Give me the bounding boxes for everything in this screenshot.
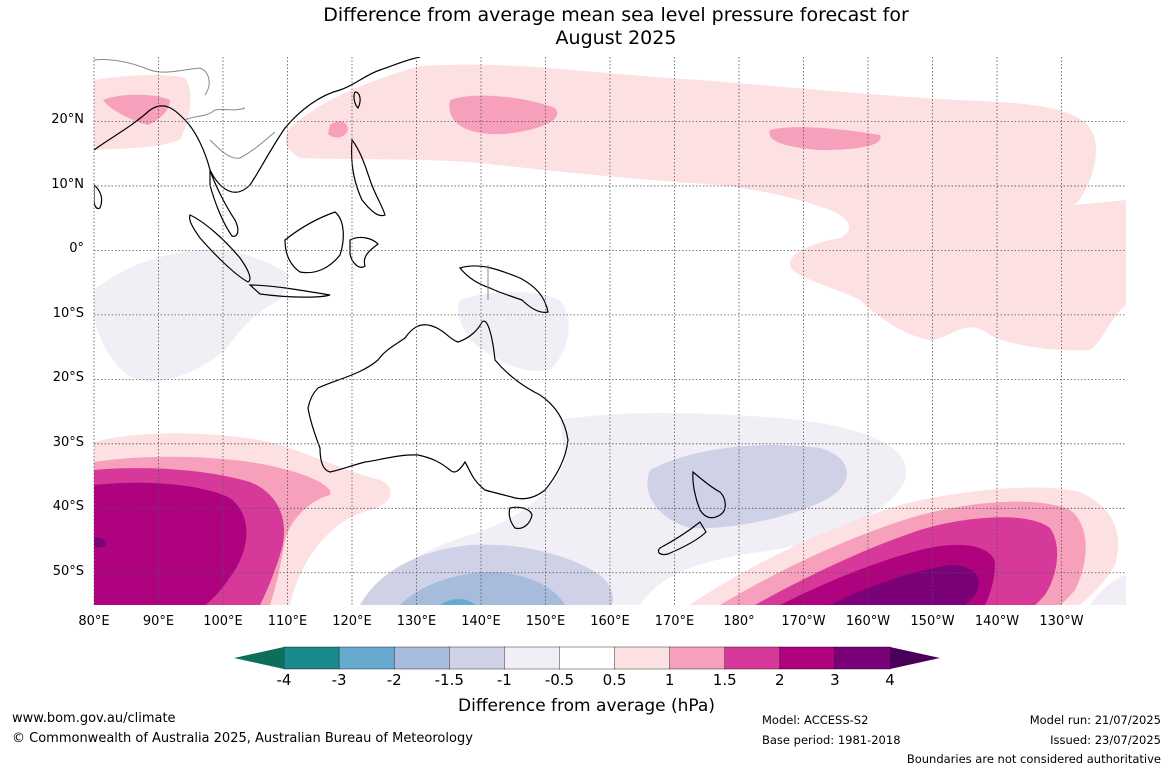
colorbar-label: Difference from average (hPa) bbox=[458, 696, 715, 716]
sulawesi-coastline bbox=[349, 236, 379, 268]
colorbar-segment bbox=[393, 646, 450, 670]
latitude-label: 10°N bbox=[51, 176, 84, 192]
colorbar-under-arrow bbox=[234, 647, 284, 669]
issued-date: Issued: 23/07/2025 bbox=[1050, 733, 1161, 747]
longitude-label: 160°E bbox=[590, 614, 630, 629]
anomaly-region-pos-mid-south-china-sea bbox=[328, 121, 348, 138]
longitude-label: 130°E bbox=[396, 614, 437, 629]
colorbar-tick-label: 1.5 bbox=[712, 671, 737, 689]
anomaly-region-neg-light-indian bbox=[94, 249, 290, 381]
longitude-label: 150°W bbox=[910, 614, 955, 629]
latitude-label: 10°S bbox=[52, 305, 84, 321]
latitude-label: 0° bbox=[69, 241, 84, 257]
border-line-2 bbox=[184, 107, 246, 121]
colorbar-segment bbox=[724, 646, 781, 670]
colorbar-segment bbox=[779, 646, 836, 670]
gridlines bbox=[93, 57, 1126, 605]
anomaly-region-neg-light-south-pacific bbox=[1090, 575, 1126, 605]
longitude-label: 100°E bbox=[203, 614, 243, 629]
colorbar-segment bbox=[834, 646, 891, 670]
colorbar-segment bbox=[449, 646, 506, 670]
border-line-3 bbox=[209, 131, 276, 159]
borneo-coastline bbox=[284, 211, 344, 274]
sumatra-coastline bbox=[188, 214, 251, 283]
title-line-2: August 2025 bbox=[555, 27, 677, 49]
model-name: Model: ACCESS-S2 bbox=[762, 713, 869, 727]
anomaly-region-pos-mid-bay-of-bengal bbox=[103, 94, 170, 125]
colorbar-segment bbox=[614, 646, 671, 670]
anomaly-region-pos-mid-north-pacific-2 bbox=[769, 127, 881, 150]
longitude-label: 180° bbox=[723, 614, 755, 629]
model-run-date: Model run: 21/07/2025 bbox=[1029, 713, 1161, 727]
colorbar-tick-label: 0.5 bbox=[602, 671, 627, 689]
tasmania-coastline bbox=[508, 506, 533, 530]
colorbar-tick-label: -0.5 bbox=[544, 671, 575, 689]
colorbar-segment bbox=[504, 646, 561, 670]
anomaly-region-neg-mid-nz bbox=[647, 444, 847, 529]
latitude-label: 30°S bbox=[52, 434, 84, 450]
longitude-label: 150°E bbox=[525, 614, 566, 629]
base-period: Base period: 1981-2018 bbox=[762, 733, 901, 747]
colorbar-tick-label: 3 bbox=[830, 671, 840, 689]
latitude-label: 20°S bbox=[52, 370, 84, 386]
colorbar-segment bbox=[283, 646, 340, 670]
australia-coastline bbox=[307, 320, 569, 500]
taiwan-coastline bbox=[353, 91, 361, 110]
anomaly-region-pos-light-north-pacific bbox=[285, 64, 1126, 351]
colorbar-tick-label: -4 bbox=[276, 671, 292, 689]
java-coastline bbox=[248, 284, 331, 298]
latitude-label: 20°N bbox=[51, 112, 84, 128]
colorbar-over-arrow bbox=[890, 647, 940, 669]
malay-peninsula-coastline bbox=[209, 169, 239, 237]
latitude-label: 50°S bbox=[52, 563, 84, 579]
longitude-label: 170°W bbox=[781, 614, 826, 629]
colorbar-tick-label: 4 bbox=[885, 671, 895, 689]
new-zealand-south-coastline bbox=[657, 521, 707, 556]
colorbar-tick-label: -1 bbox=[496, 671, 512, 689]
border-line-1 bbox=[94, 59, 210, 96]
anomaly-region-pos-strongest-south-indian bbox=[94, 537, 106, 548]
latitude-label: 40°S bbox=[52, 499, 84, 515]
anomaly-region-neg-strong-south bbox=[400, 572, 565, 605]
colorbar-tick-label: 2 bbox=[775, 671, 785, 689]
colorbar-tick-label: -2 bbox=[386, 671, 402, 689]
new-guinea-coastline bbox=[458, 265, 549, 313]
anomaly-region-pos-stronger-south-indian bbox=[94, 482, 247, 605]
longitude-label: 120°E bbox=[332, 614, 372, 629]
longitude-label: 140°E bbox=[461, 614, 501, 629]
mainland-asia-coastline bbox=[94, 57, 421, 193]
colorbar-segment bbox=[338, 646, 395, 670]
new-zealand-north-coastline bbox=[692, 470, 726, 519]
longitude-label: 90°E bbox=[142, 614, 175, 629]
coastlines bbox=[94, 57, 726, 556]
longitude-label: 110°E bbox=[267, 614, 308, 629]
map-title: Difference from average mean sea level p… bbox=[0, 4, 1173, 50]
longitude-label: 170°E bbox=[654, 614, 695, 629]
colorbar-segment bbox=[669, 646, 726, 670]
boundaries-disclaimer: Boundaries are not considered authoritat… bbox=[906, 752, 1161, 766]
anomaly-region-pos-mid-north-pacific-1 bbox=[449, 95, 558, 135]
country-borders bbox=[94, 59, 489, 300]
colorbar bbox=[234, 646, 940, 670]
longitude-label: 130°W bbox=[1039, 614, 1084, 629]
anomaly-region-neg-stronger-south bbox=[440, 598, 475, 605]
longitude-label: 140°W bbox=[974, 614, 1020, 629]
copyright-text: © Commonwealth of Australia 2025, Austra… bbox=[12, 731, 473, 746]
anomaly-region-pos-strongest-south-pacific bbox=[830, 565, 979, 605]
title-line-1: Difference from average mean sea level p… bbox=[323, 4, 909, 26]
anomaly-field bbox=[94, 64, 1126, 605]
longitude-label: 160°W bbox=[845, 614, 891, 629]
longitude-label: 80°E bbox=[78, 614, 110, 629]
sri-lanka-coastline bbox=[94, 184, 103, 210]
colorbar-tick-label: -3 bbox=[331, 671, 347, 689]
colorbar-tick-label: -1.5 bbox=[434, 671, 464, 689]
colorbar-segment bbox=[559, 646, 616, 670]
website-link[interactable]: www.bom.gov.au/climate bbox=[12, 711, 176, 726]
colorbar-tick-label: 1 bbox=[664, 671, 675, 689]
